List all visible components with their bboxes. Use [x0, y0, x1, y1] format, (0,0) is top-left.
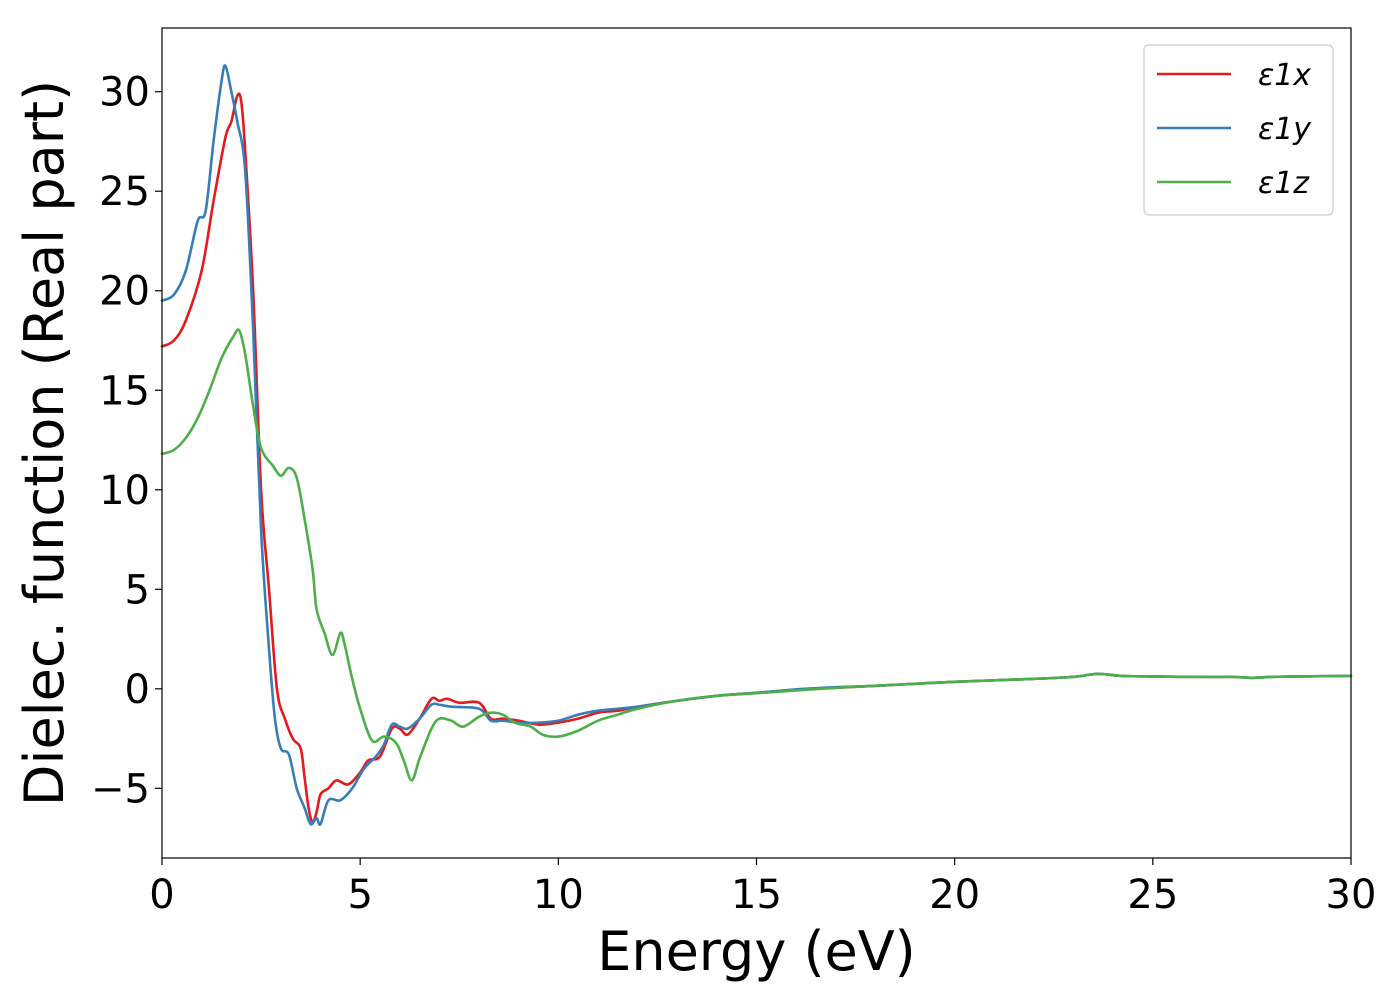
- legend-label: ε1z: [1258, 166, 1310, 201]
- x-tick-label: 20: [929, 872, 980, 918]
- y-tick-label: 0: [125, 667, 150, 713]
- legend-label: ε1y: [1258, 112, 1312, 147]
- x-axis-title: Energy (eV): [597, 920, 916, 983]
- y-tick-label: −5: [91, 766, 150, 812]
- x-axis-ticks: 0 5 10 15 20 25 30: [149, 858, 1376, 918]
- series-line-2: [160, 328, 1353, 782]
- x-tick-label: 0: [149, 872, 174, 918]
- legend-box: [1143, 44, 1334, 216]
- legend-label: ε1x: [1258, 58, 1311, 93]
- y-tick-label: 5: [125, 567, 150, 613]
- y-tick-label: 10: [99, 468, 150, 514]
- x-tick-label: 15: [731, 872, 782, 918]
- y-tick-label: 25: [99, 169, 150, 215]
- y-tick-label: 15: [99, 368, 150, 414]
- series-layer: [160, 64, 1353, 827]
- legend-items: ε1x ε1y ε1z: [1157, 58, 1312, 201]
- y-axis-ticks: −5 0 5 10 15 20 25 30: [91, 70, 162, 812]
- y-tick-label: 30: [99, 70, 150, 116]
- x-tick-label: 10: [533, 872, 584, 918]
- x-tick-label: 30: [1326, 872, 1377, 918]
- y-axis-title: Dielec. function (Real part): [13, 80, 76, 806]
- y-tick-label: 20: [99, 269, 150, 315]
- x-tick-label: 5: [347, 872, 372, 918]
- x-tick-label: 25: [1127, 872, 1178, 918]
- legend: ε1x ε1y ε1z: [1143, 44, 1334, 216]
